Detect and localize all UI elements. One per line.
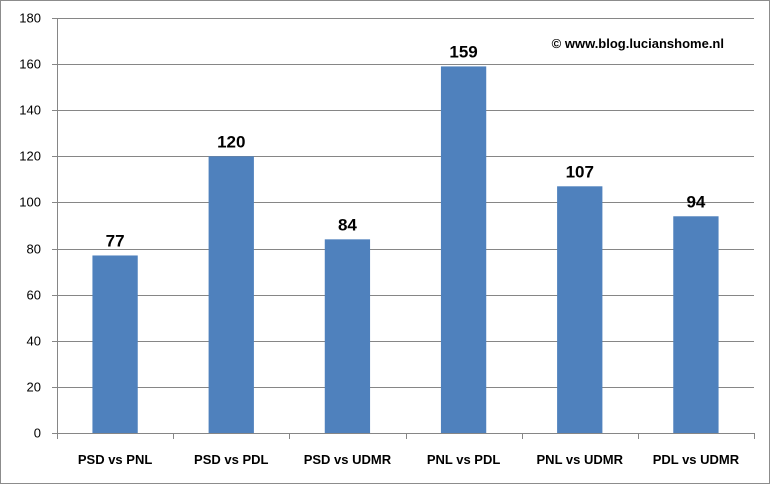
x-category-label: PSD vs UDMR: [304, 452, 392, 467]
bar: [440, 66, 487, 434]
y-tick-label: 40: [27, 334, 41, 349]
y-tick-label: 0: [34, 426, 41, 441]
data-label: 159: [449, 42, 477, 61]
data-label: 107: [566, 162, 594, 181]
y-tick-label: 180: [19, 11, 41, 26]
x-category-label: PSD vs PDL: [194, 452, 268, 467]
tick-labels: 0 20 40 60 80 100 120 140 160 180 PSD vs PNL PSD vs…: [19, 11, 739, 468]
axes: [52, 18, 755, 439]
bars: [92, 66, 719, 434]
watermark-text: © www.blog.lucianshome.nl: [552, 36, 724, 51]
data-label: 77: [106, 231, 125, 250]
y-tick-label: 140: [19, 103, 41, 118]
x-category-label: PSD vs PNL: [78, 452, 152, 467]
y-tick-label: 60: [27, 288, 41, 303]
y-tick-label: 160: [19, 57, 41, 72]
x-category-label: PNL vs PDL: [427, 452, 501, 467]
y-tick-label: 120: [19, 149, 41, 164]
y-tick-label: 100: [19, 195, 41, 210]
y-tick-label: 20: [27, 380, 41, 395]
bar: [324, 239, 371, 433]
y-tick-label: 80: [27, 242, 41, 257]
data-label: 94: [686, 192, 705, 211]
bar: [673, 216, 719, 433]
bar: [557, 186, 603, 433]
x-category-label: PNL vs UDMR: [537, 452, 624, 467]
data-label: 120: [217, 132, 245, 151]
grid-lines: [57, 18, 754, 388]
x-category-label: PDL vs UDMR: [653, 452, 740, 467]
bar: [92, 255, 138, 433]
data-label: 84: [338, 215, 357, 234]
bar: [208, 156, 254, 434]
data-labels: 77 120 84 159 107 94: [106, 42, 706, 250]
